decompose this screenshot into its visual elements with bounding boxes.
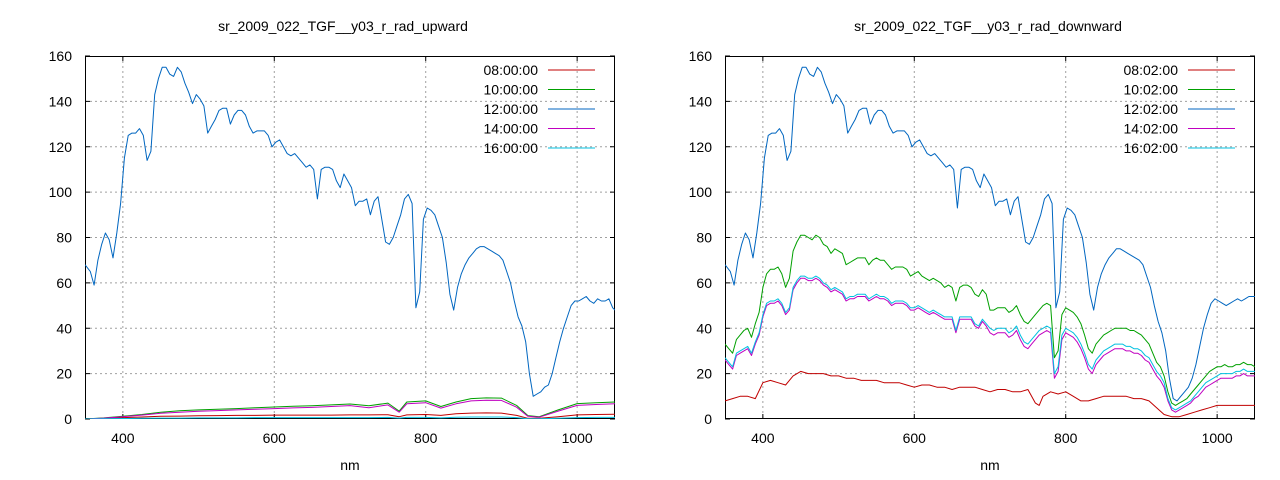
chart-2-ytick-label: 60 <box>696 275 712 291</box>
chart-2-ytick-label: 0 <box>704 411 712 427</box>
chart-2-title: sr_2009_022_TGF__y03_r_rad_downward <box>854 18 1122 34</box>
chart-1-xtick-label: 400 <box>111 430 135 446</box>
chart-1-series-group <box>85 66 615 419</box>
chart-1-xtick-label: 1000 <box>562 430 593 446</box>
chart-1-title: sr_2009_022_TGF__y03_r_rad_upward <box>218 18 468 34</box>
chart-2-xtick-label: 800 <box>1054 430 1078 446</box>
chart-2-series-line-2 <box>725 234 1255 406</box>
chart-1-series-line-4 <box>85 399 615 419</box>
chart-2-xtick-label: 400 <box>751 430 775 446</box>
chart-1-xtick-label: 800 <box>414 430 438 446</box>
chart-2-ytick-label: 100 <box>689 184 713 200</box>
chart-1-legend-label: 08:00:00 <box>484 62 539 78</box>
chart-2-series-line-5 <box>725 275 1255 411</box>
chart-2-legend-label: 08:02:00 <box>1124 62 1179 78</box>
chart-2-series-group <box>725 66 1255 418</box>
chart-2-ytick-label: 40 <box>696 320 712 336</box>
chart-1-legend-label: 12:00:00 <box>484 101 539 117</box>
chart-2-panel: sr_2009_022_TGF__y03_r_rad_downward 0 20 40… <box>689 18 1255 473</box>
chart-1-series-line-5 <box>85 416 615 419</box>
chart-1-ytick-label: 0 <box>64 411 72 427</box>
chart-2-ytick-label: 140 <box>689 93 713 109</box>
chart-1-ytick-label: 80 <box>56 230 72 246</box>
chart-1-xtick-label: 600 <box>263 430 287 446</box>
chart-1-x-axis-label: nm <box>340 457 359 473</box>
chart-2-ytick-label: 120 <box>689 139 713 155</box>
chart-2-legend-label: 12:02:00 <box>1124 101 1179 117</box>
chart-2-ytick-label: 80 <box>696 230 712 246</box>
chart-2-legend-label: 16:02:00 <box>1124 140 1179 156</box>
chart-2-xtick-label: 1000 <box>1202 430 1233 446</box>
chart-1-series-line-3 <box>85 66 615 397</box>
chart-1-ytick-label: 100 <box>49 184 73 200</box>
chart-1-ytick-label: 20 <box>56 366 72 382</box>
chart-1-legend-label: 16:00:00 <box>484 140 539 156</box>
chart-2-series-line-4 <box>725 277 1255 413</box>
chart-1-legend-label: 14:00:00 <box>484 121 539 137</box>
chart-2-series-line-3 <box>725 66 1255 402</box>
chart-1-legend-label: 10:00:00 <box>484 82 539 98</box>
chart-1-series-line-1 <box>85 412 615 419</box>
chart-2-xtick-label: 600 <box>903 430 927 446</box>
chart-2-x-axis-label: nm <box>980 457 999 473</box>
chart-1-series-line-2 <box>85 397 615 419</box>
chart-1-panel: sr_2009_022_TGF__y03_r_rad_upward 0 20 40 60… <box>49 18 615 473</box>
chart-2-ytick-label: 20 <box>696 366 712 382</box>
chart-2-legend-label: 10:02:00 <box>1124 82 1179 98</box>
chart-2-legend-label: 14:02:00 <box>1124 121 1179 137</box>
chart-1-ytick-label: 40 <box>56 320 72 336</box>
chart-2-ytick-label: 160 <box>689 48 713 64</box>
chart-2-series-line-1 <box>725 370 1255 418</box>
chart-1-ytick-label: 160 <box>49 48 73 64</box>
chart-1-ytick-label: 120 <box>49 139 73 155</box>
chart-1-ytick-label: 60 <box>56 275 72 291</box>
chart-1-ytick-label: 140 <box>49 93 73 109</box>
